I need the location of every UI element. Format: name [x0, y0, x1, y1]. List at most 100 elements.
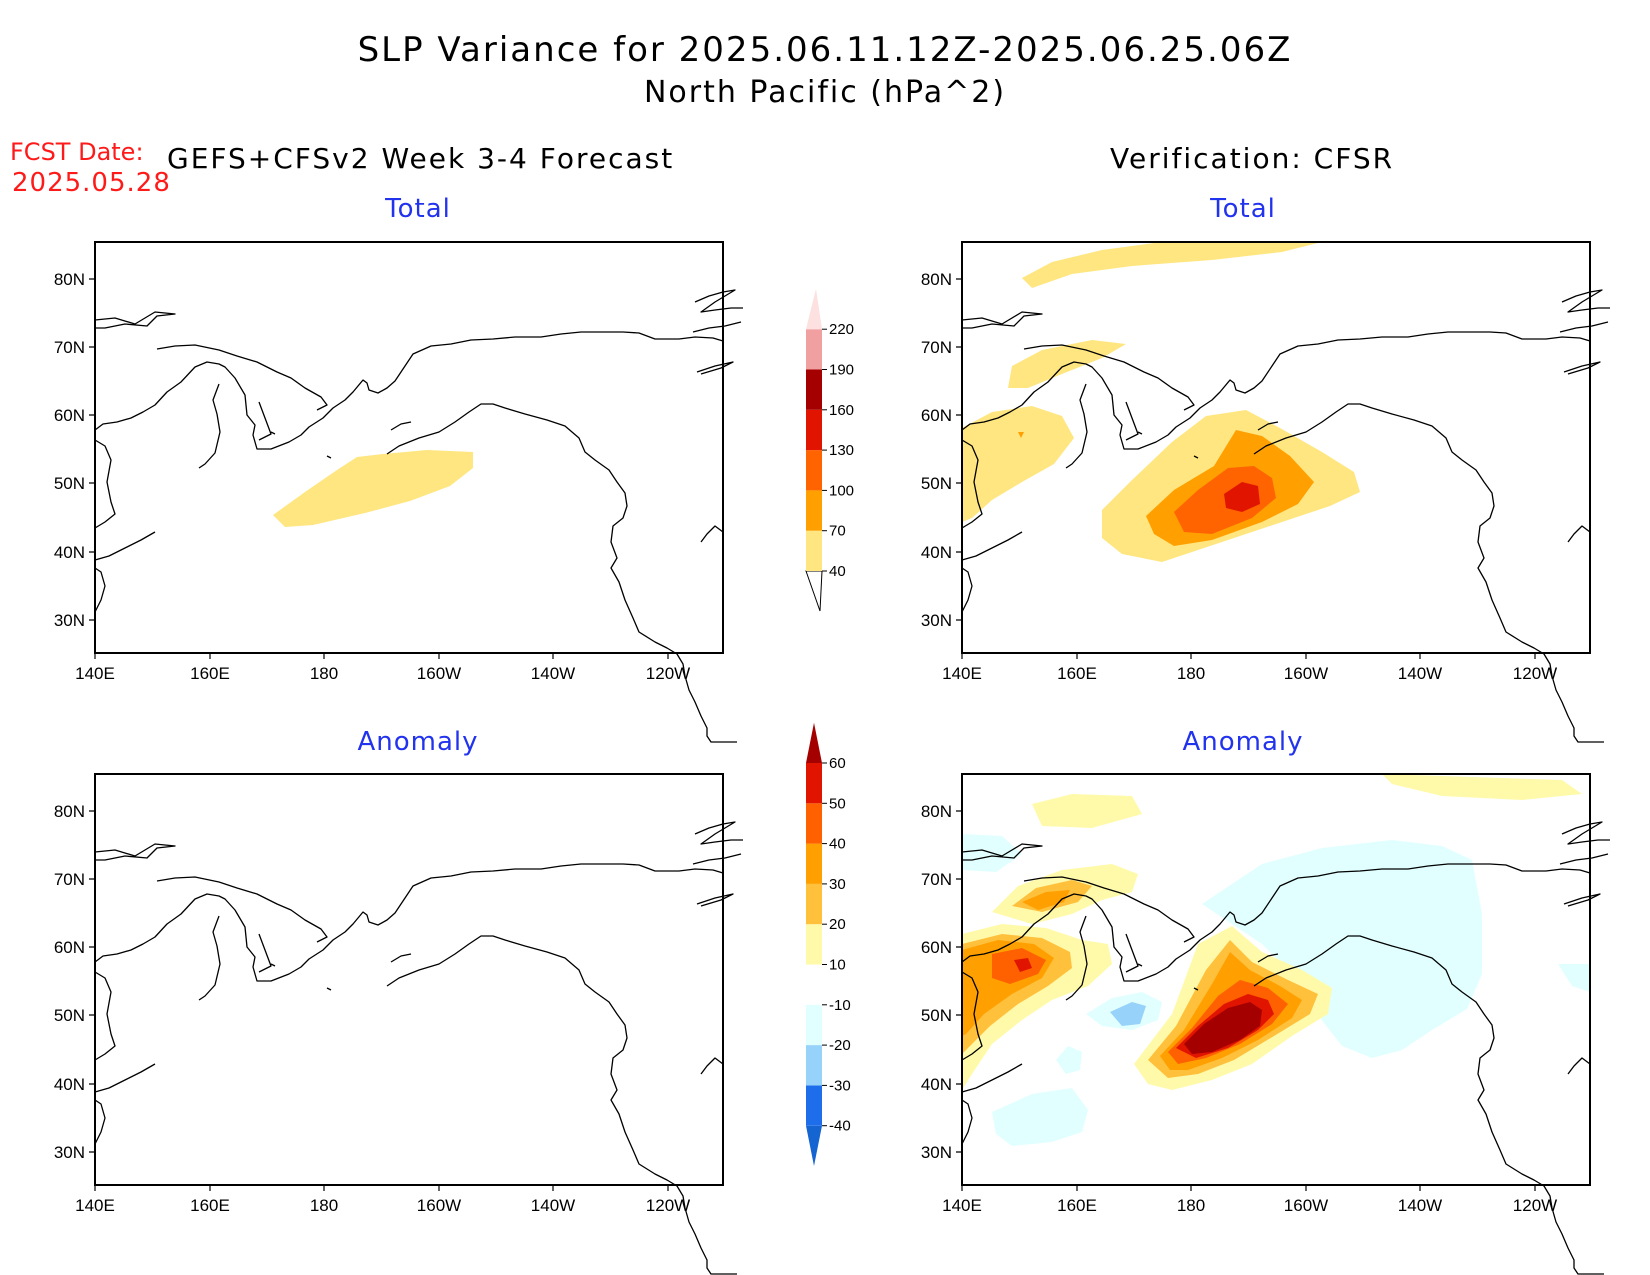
lon-tick-label: 120W — [1513, 664, 1557, 683]
figure-title-line1: SLP Variance for 2025.06.11.12Z-2025.06.… — [357, 30, 1293, 70]
lon-tick-label: 120W — [646, 664, 690, 683]
fcst-date-label: FCST Date: — [10, 138, 144, 166]
lat-tick-label: 30N — [54, 611, 85, 630]
lon-tick-label: 140W — [531, 664, 575, 683]
lon-tick-label: 160E — [190, 664, 230, 683]
lat-tick-label: 30N — [921, 611, 952, 630]
colorbar-anomaly-label: 60 — [829, 755, 846, 772]
colorbar-anomaly-swatch — [806, 843, 822, 884]
colorbar-anomaly-swatch — [806, 1085, 822, 1126]
forecast-column-title: GEFS+CFSv2 Week 3-4 Forecast — [167, 142, 675, 175]
lon-tick-label: 160E — [1057, 664, 1097, 683]
verification-anomaly-panel — [956, 773, 1611, 1275]
colorbar-total-swatch — [806, 369, 822, 410]
lon-tick-label: 160W — [417, 664, 461, 683]
lat-tick-label: 70N — [54, 870, 85, 889]
forecast-total-shading — [273, 450, 473, 527]
colorbar-total-label: 160 — [829, 402, 854, 419]
colorbar-total-label: 70 — [829, 523, 846, 540]
colorbar-anomaly-swatch — [806, 1125, 822, 1166]
lat-tick-label: 80N — [921, 270, 952, 289]
lon-tick-label: 140W — [531, 1196, 575, 1215]
verification-anomaly-20neg — [1110, 1002, 1146, 1026]
lon-tick-label: 160E — [190, 1196, 230, 1215]
colorbar-anomaly-swatch — [806, 722, 822, 763]
verification-anomaly-60-main — [1184, 1002, 1262, 1054]
verification-anomaly-title: Anomaly — [1182, 727, 1304, 757]
lon-tick-label: 120W — [1513, 1196, 1557, 1215]
colorbar-anomaly-label: -20 — [829, 1037, 851, 1054]
colorbar-total-swatch — [806, 490, 822, 531]
lon-tick-label: 120W — [646, 1196, 690, 1215]
colorbar-total-lower-tip — [805, 570, 823, 612]
lon-tick-label: 140E — [942, 1196, 982, 1215]
colorbar-total-label: 130 — [829, 442, 854, 459]
lat-tick-label: 70N — [921, 338, 952, 357]
lon-tick-label: 140E — [942, 664, 982, 683]
colorbar-anomaly-label: -40 — [829, 1118, 851, 1135]
forecast-anomaly-title: Anomaly — [357, 727, 479, 757]
colorbar-total-label: 100 — [829, 482, 854, 499]
lat-tick-label: 50N — [921, 474, 952, 493]
lon-tick-label: 180 — [1177, 1196, 1205, 1215]
colorbar-anomaly-label: -10 — [829, 997, 851, 1014]
verification-anomaly-50-okhotsk — [1014, 958, 1032, 972]
colorbar-anomaly-swatch — [806, 964, 822, 1005]
lon-tick-label: 140W — [1398, 664, 1442, 683]
lat-tick-label: 30N — [921, 1143, 952, 1162]
colorbar-anomaly-swatch — [806, 1045, 822, 1086]
lat-tick-label: 80N — [54, 270, 85, 289]
lat-tick-label: 60N — [54, 406, 85, 425]
lat-tick-label: 40N — [921, 1075, 952, 1094]
lat-tick-label: 60N — [921, 406, 952, 425]
lat-tick-label: 60N — [921, 938, 952, 957]
colorbar-anomaly-swatch — [806, 924, 822, 965]
verification-anomaly-neg-south — [992, 1088, 1088, 1146]
forecast-total-panel — [89, 241, 744, 743]
lat-tick-label: 40N — [921, 543, 952, 562]
lat-tick-label: 60N — [54, 938, 85, 957]
colorbar-anomaly: -40 -30 -20 -10 10 20 30 40 50 60 — [806, 722, 851, 1166]
verification-total-panel — [956, 241, 1611, 743]
colorbar-total-label: 220 — [829, 321, 854, 338]
lat-tick-label: 70N — [921, 870, 952, 889]
verification-anomaly-neg-edge — [1558, 964, 1590, 992]
verification-total-dot — [1018, 432, 1024, 438]
lon-tick-label: 160W — [417, 1196, 461, 1215]
lon-tick-label: 140E — [75, 1196, 115, 1215]
colorbar-total-swatch — [806, 329, 822, 370]
forecast-anomaly-panel — [89, 773, 744, 1275]
colorbar-anomaly-label: 40 — [829, 836, 846, 853]
lon-tick-label: 160E — [1057, 1196, 1097, 1215]
colorbar-total-swatch — [806, 409, 822, 451]
lat-tick-label: 80N — [54, 802, 85, 821]
lat-tick-label: 50N — [921, 1006, 952, 1025]
figure-title-line2: North Pacific (hPa^2) — [643, 75, 1007, 110]
colorbar-anomaly-swatch — [806, 803, 822, 844]
verification-total-40-okhotsk — [962, 406, 1074, 522]
verification-anomaly-neg-small — [1056, 1046, 1082, 1074]
lat-tick-label: 50N — [54, 1006, 85, 1025]
colorbar-total: 40 70 100 130 160 190 220 — [805, 288, 854, 612]
lon-tick-label: 160W — [1284, 1196, 1328, 1215]
lat-tick-label: 70N — [54, 338, 85, 357]
lat-tick-label: 40N — [54, 1075, 85, 1094]
axis-labels: 80N 70N 60N 50N 40N 30N 140E 160E 180 160W 140W 120… — [54, 270, 1557, 1215]
verification-total-40-chukchi — [1008, 340, 1126, 388]
forecast-total-title: Total — [385, 194, 451, 224]
lat-tick-label: 80N — [921, 802, 952, 821]
lon-tick-label: 180 — [310, 1196, 338, 1215]
colorbar-anomaly-label: 50 — [829, 795, 846, 812]
lon-tick-label: 180 — [1177, 664, 1205, 683]
verification-anomaly-neg-east — [1202, 840, 1482, 1058]
colorbar-anomaly-swatch — [806, 763, 822, 804]
lon-tick-label: 140W — [1398, 1196, 1442, 1215]
colorbar-total-swatch — [806, 288, 822, 330]
colorbar-anomaly-label: -30 — [829, 1077, 851, 1094]
verification-anomaly-30-chukchi — [1022, 890, 1070, 910]
colorbar-anomaly-label: 10 — [829, 957, 846, 974]
verification-column-title: Verification: CFSR — [1110, 142, 1395, 175]
fcst-date-value: 2025.05.28 — [12, 168, 171, 198]
verification-total-40-arctic — [1022, 242, 1322, 288]
